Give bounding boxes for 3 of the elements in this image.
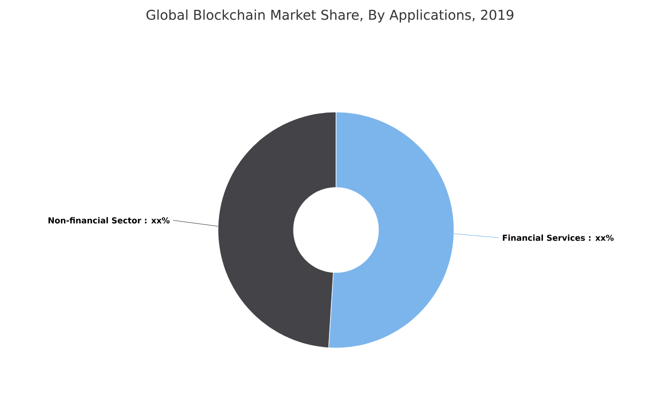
slice-label: Non-financial Sector : xx% xyxy=(48,217,170,224)
slice-label: Financial Services : xx% xyxy=(502,234,614,241)
chart-title: Global Blockchain Market Share, By Applications, 2019 xyxy=(146,9,514,23)
